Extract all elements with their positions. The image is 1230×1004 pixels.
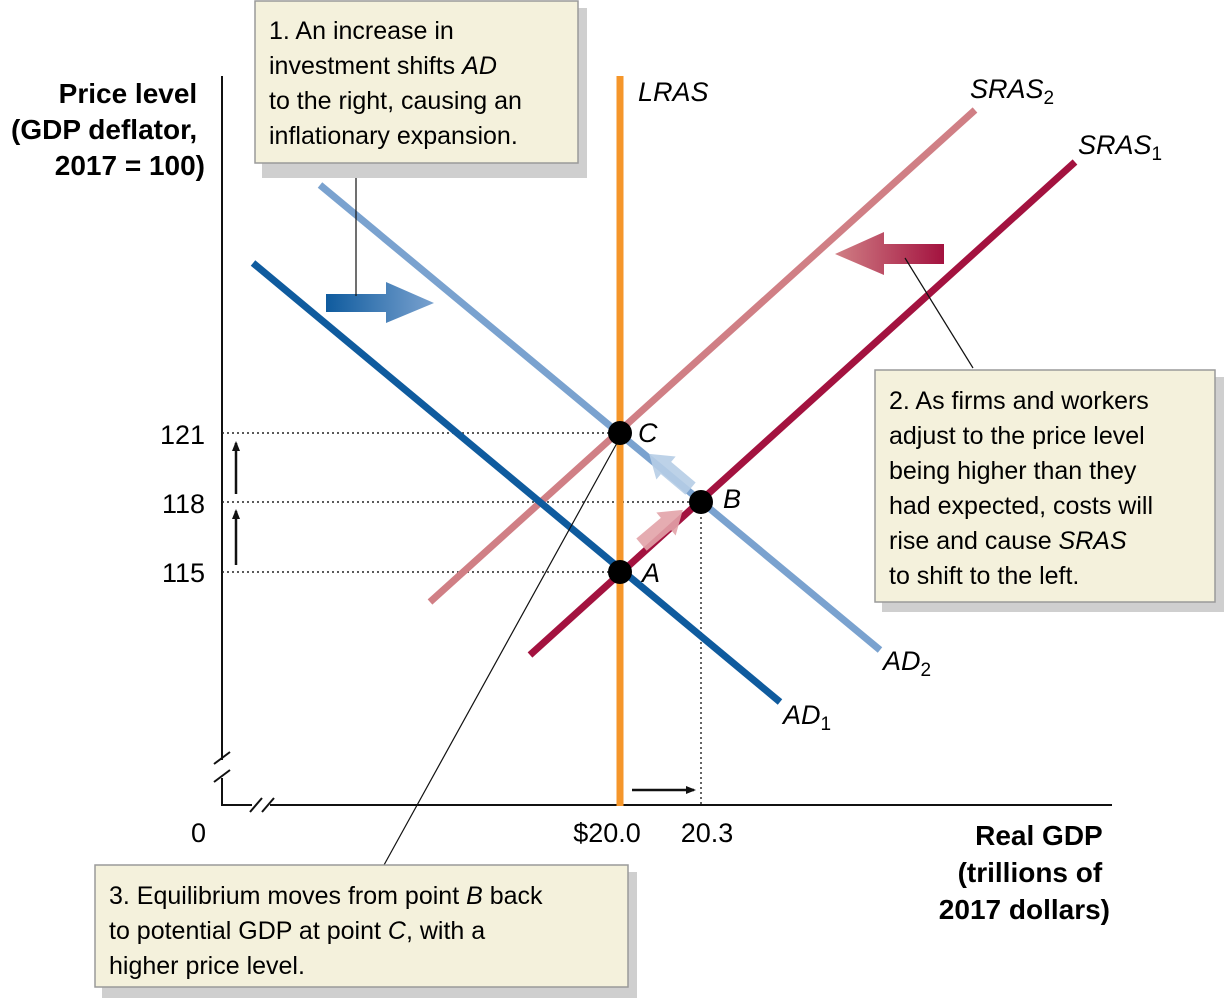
y-tick-118: 118 xyxy=(162,489,205,519)
callout-1-box xyxy=(254,0,579,164)
lras-label: LRAS xyxy=(638,77,709,107)
small-arrows xyxy=(232,441,696,794)
ad1-line xyxy=(250,260,783,705)
callout-pointers xyxy=(355,160,974,866)
origin-label: 0 xyxy=(191,818,206,848)
point-b-label: B xyxy=(723,484,741,514)
ad2-label: AD2 xyxy=(881,646,931,681)
movement-arrow-b-to-c xyxy=(649,453,696,495)
callout-2: 2. As firms and workers adjust to the pr… xyxy=(874,369,1224,612)
x-axis-title: Real GDP (trillions of 2017 dollars) xyxy=(939,820,1110,925)
ad2-line xyxy=(317,182,883,653)
point-a-marker xyxy=(608,560,632,584)
axes xyxy=(213,76,1112,813)
callout-1-text: 1. An increase in investment shifts AD t… xyxy=(269,17,529,150)
point-a-label: A xyxy=(640,558,660,588)
point-b-marker xyxy=(689,490,713,514)
x-tick-20-0: $20.0 xyxy=(573,818,641,848)
x-tick-20-3: 20.3 xyxy=(681,818,734,848)
ad-shift-arrow xyxy=(326,282,434,323)
callout-3-box xyxy=(94,864,629,988)
ad1-label: AD1 xyxy=(781,700,831,735)
pointer-callout-2 xyxy=(904,257,974,369)
pointer-callout-3 xyxy=(383,442,618,866)
movement-arrow-a-to-b xyxy=(636,509,683,551)
callout-1: 1. An increase in investment shifts AD t… xyxy=(254,0,587,178)
sras-shift-arrow xyxy=(835,232,944,275)
sras2-label: SRAS2 xyxy=(970,74,1054,109)
y-axis-break xyxy=(213,751,231,783)
y-axis-title: Price level (GDP deflator, 2017 = 100) xyxy=(11,78,205,181)
y-tick-121: 121 xyxy=(160,420,205,450)
sras1-label: SRAS1 xyxy=(1078,130,1162,165)
point-c-marker xyxy=(608,421,632,445)
point-c-label: C xyxy=(638,418,658,448)
callout-2-box xyxy=(874,369,1216,603)
callout-3-text: 3. Equilibrium moves from point B back t… xyxy=(109,882,550,980)
callout-2-text: 2. As firms and workers adjust to the pr… xyxy=(889,387,1160,590)
sras2-line xyxy=(427,107,978,605)
callout-3: 3. Equilibrium moves from point B back t… xyxy=(94,864,637,998)
y-axis-line xyxy=(221,76,1112,806)
y-tick-115: 115 xyxy=(162,558,205,588)
x-axis-break xyxy=(249,797,275,813)
guide-lines xyxy=(222,432,702,805)
